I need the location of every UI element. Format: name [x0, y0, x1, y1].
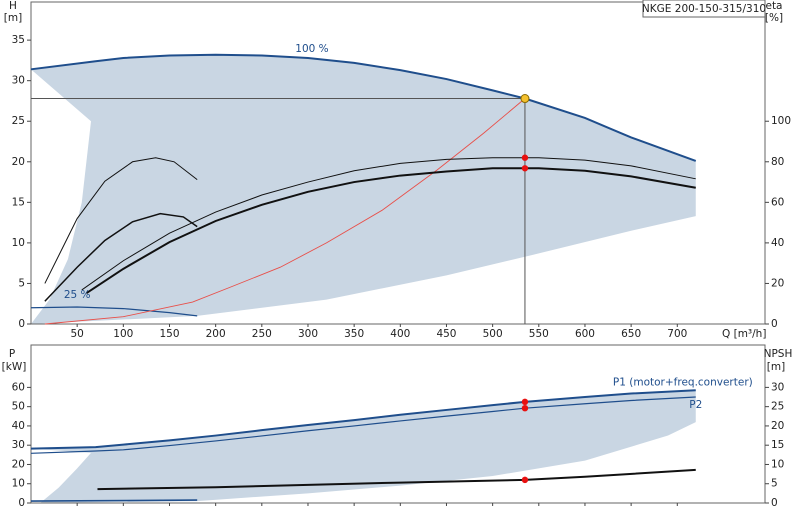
y-tick-label: 60 — [12, 381, 25, 393]
plot-frame — [30, 344, 766, 504]
y2-tick-label: 20 — [771, 277, 784, 289]
y-tick-label: 20 — [12, 156, 25, 168]
curve — [44, 157, 198, 284]
curve — [44, 212, 198, 302]
y-tick-label: 0 — [18, 318, 25, 330]
y-tick-label: 20 — [12, 458, 25, 470]
x-tick-label: 200 — [206, 328, 226, 340]
x-tick-label: 100 — [113, 328, 133, 340]
y-tick-label: 5 — [18, 277, 25, 289]
axis-label: eta — [765, 0, 782, 12]
x-tick-label: 50 — [70, 328, 83, 340]
curve — [30, 53, 697, 162]
operating-point — [521, 398, 529, 406]
curve — [44, 98, 526, 325]
x-tick-label: 400 — [390, 328, 410, 340]
title-box — [642, 0, 766, 18]
axis-label: [%] — [765, 12, 783, 24]
y-tick-label: 35 — [12, 34, 25, 46]
y2-tick-label: 0 — [771, 318, 778, 330]
curve — [30, 396, 696, 454]
plot-frame — [30, 1, 766, 325]
curve — [81, 157, 696, 291]
axis-label: P — [9, 348, 15, 360]
operating-area — [31, 390, 696, 503]
curve — [97, 468, 696, 491]
x-tick-label: 600 — [575, 328, 595, 340]
y-tick-label: 0 — [18, 497, 25, 509]
axis-label: [m] — [4, 12, 22, 24]
y-tick-label: 30 — [12, 439, 25, 451]
y2-tick-label: 30 — [771, 381, 784, 393]
y-tick-label: 25 — [12, 115, 25, 127]
curve — [85, 167, 696, 295]
x-tick-label: 350 — [344, 328, 364, 340]
x-tick-label: 550 — [529, 328, 549, 340]
y-tick-label: 10 — [12, 237, 25, 249]
duty-point — [520, 94, 530, 104]
curve — [30, 389, 696, 450]
y2-tick-label: 40 — [771, 237, 784, 249]
curve — [30, 499, 198, 502]
y2-tick-label: 20 — [771, 420, 784, 432]
curve — [30, 306, 198, 317]
x-tick-label: 650 — [621, 328, 641, 340]
curve-label: P2 — [689, 399, 702, 411]
y2-tick-label: 100 — [771, 115, 791, 127]
y2-tick-label: 80 — [771, 156, 784, 168]
y2-tick-label: 25 — [771, 401, 784, 413]
y-tick-label: 50 — [12, 401, 25, 413]
x-tick-label: 300 — [298, 328, 318, 340]
x-tick-label: 700 — [667, 328, 687, 340]
operating-point — [521, 476, 529, 484]
operating-point — [521, 154, 529, 161]
x-tick-label: 250 — [252, 328, 272, 340]
y2-tick-label: 0 — [771, 497, 778, 509]
y2-tick-label: 15 — [771, 439, 784, 451]
axis-label: H — [9, 0, 17, 12]
x-tick-label: 500 — [483, 328, 503, 340]
y-tick-label: 15 — [12, 196, 25, 208]
x-tick-label: 150 — [159, 328, 179, 340]
curve-label: 100 % — [295, 43, 328, 55]
operating-point — [521, 405, 529, 412]
y2-tick-label: 5 — [771, 478, 778, 490]
operating-point — [521, 165, 529, 172]
y-tick-label: 30 — [12, 75, 25, 87]
y-tick-label: 10 — [12, 478, 25, 490]
curve-label: P1 (motor+freq.converter) — [613, 376, 753, 388]
axis-label: [m] — [767, 361, 785, 373]
axis-label: NPSH — [764, 348, 793, 360]
x-tick-label: 450 — [436, 328, 456, 340]
y2-tick-label: 60 — [771, 196, 784, 208]
axis-label: [kW] — [2, 361, 27, 373]
y-tick-label: 40 — [12, 420, 25, 432]
y2-tick-label: 10 — [771, 458, 784, 470]
axis-label: Q [m³/h] — [722, 328, 766, 340]
curve-label: 25 % — [64, 289, 91, 301]
operating-area — [31, 54, 696, 325]
chart-title: NKGE 200-150-315/310 — [642, 3, 766, 15]
